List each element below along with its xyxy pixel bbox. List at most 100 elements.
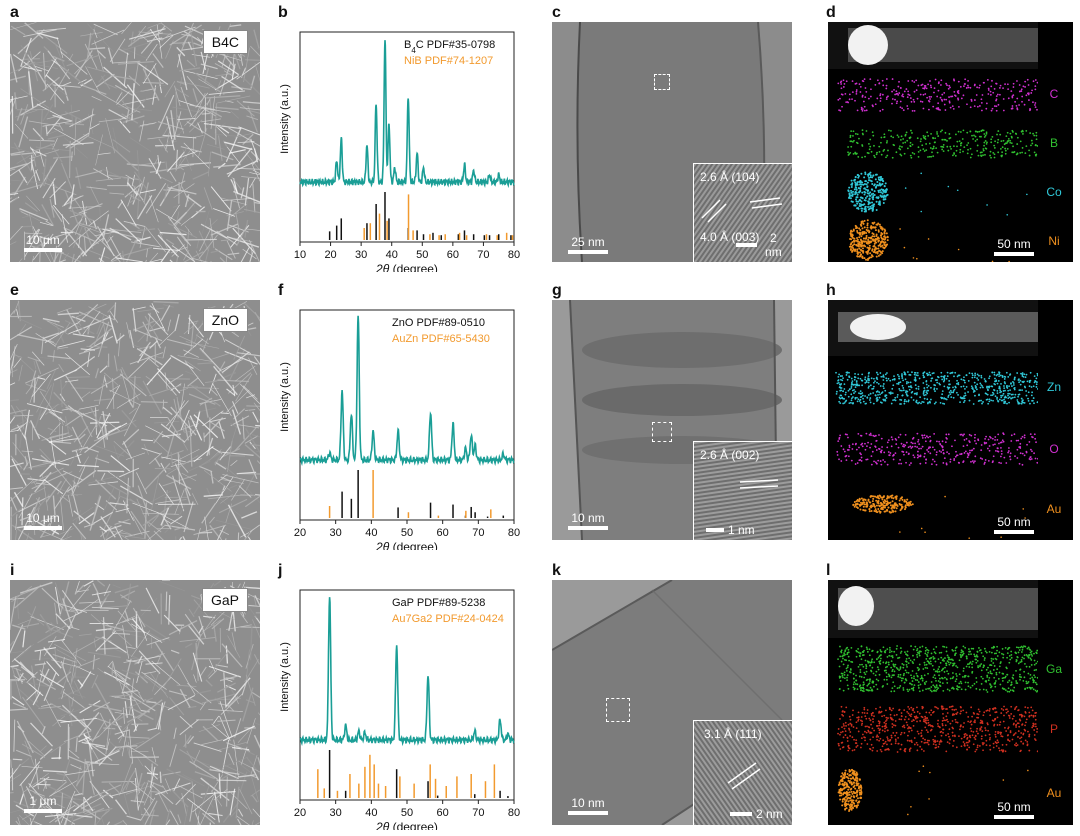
element-label-c: C [1049, 87, 1059, 101]
scale-bar: 50 nm [994, 237, 1034, 256]
x-axis-label: 2θ (degree) [375, 540, 438, 550]
x-tick-label: 50 [401, 527, 413, 539]
x-tick-label: 20 [294, 807, 306, 819]
x-tick-label: 60 [437, 807, 449, 819]
panel-label-g: g [552, 282, 562, 299]
scale-bar: 10 nm [568, 511, 608, 530]
panel-label-f: f [278, 282, 284, 299]
haadf-image [828, 22, 1038, 69]
sem-image-gap: GaP 1 μm [10, 580, 260, 825]
x-tick-label: 70 [472, 527, 484, 539]
element-map-ga [828, 640, 1038, 698]
d-spacing-label-1: 2.6 Å (002) [700, 448, 760, 462]
sem-image-b4c: B4C 10 μm [10, 22, 260, 262]
element-label-ni: Ni [1048, 234, 1060, 248]
x-tick-label: 70 [472, 807, 484, 819]
scale-bar: 25 nm [568, 235, 608, 254]
scale-bar-label: 10 μm [26, 511, 60, 525]
y-axis-label: Intensity (a.u.) [279, 84, 291, 154]
haadf-image [828, 580, 1038, 638]
x-axis-label: 2θ (degree) [375, 820, 438, 830]
x-tick-label: 20 [294, 527, 306, 539]
x-tick-label: 40 [386, 249, 398, 261]
scale-bar-label: 50 nm [997, 515, 1031, 529]
legend-entry-2: Au7Ga2 PDF#24-0424 [392, 613, 504, 625]
element-map-au [828, 760, 1038, 825]
scale-bar: 50 nm [994, 515, 1034, 534]
legend-entry-2: AuZn PDF#65-5430 [392, 333, 490, 345]
panel-label-e: e [10, 282, 19, 299]
panel-label-a: a [10, 4, 19, 21]
element-label-co: Co [1046, 185, 1062, 199]
panel-label-b: b [278, 4, 288, 21]
scale-bar-label: 25 nm [571, 235, 605, 249]
tem-image-g: 10 nm 2.6 Å (002) 1 nm [552, 300, 792, 540]
measured-xrd-pattern [299, 315, 515, 467]
inset-scale-bar: 2 nm [736, 231, 786, 259]
x-tick-label: 10 [294, 249, 306, 261]
element-label-au: Au [1046, 786, 1062, 800]
x-tick-label: 30 [330, 527, 342, 539]
panel-label-j: j [278, 562, 283, 579]
d-spacing-label-1: 3.1 Å (111) [704, 727, 762, 741]
x-axis-label: 2θ (degree) [375, 262, 438, 272]
eds-map-h: Zn O Au 50 nm [828, 300, 1073, 540]
region-marker [654, 74, 670, 90]
legend-entry-1: B4C PDF#35-0798 [404, 39, 495, 55]
d-spacing-label-1: 2.6 Å (104) [700, 170, 760, 184]
element-map-zn [828, 358, 1038, 417]
scale-bar-label: 10 μm [26, 233, 60, 247]
inset-scale-bar: 2 nm [730, 807, 786, 821]
x-tick-label: 50 [401, 807, 413, 819]
scale-bar-label: 50 nm [997, 800, 1031, 814]
scale-bar-label: 10 nm [571, 796, 605, 810]
xrd-chart-b: 10 20 30 40 50 60 70 80 2θ (degree) Intensity (a.… [279, 31, 520, 272]
x-tick-label: 40 [365, 807, 377, 819]
element-label-zn: Zn [1046, 380, 1061, 394]
material-tag: GaP [201, 588, 248, 612]
region-marker [606, 698, 630, 722]
eds-map-l: Ga P Au 50 nm [828, 580, 1073, 825]
element-map-p [828, 700, 1038, 758]
x-tick-label: 80 [508, 249, 520, 261]
x-tick-label: 60 [447, 249, 459, 261]
hrtem-inset: 3.1 Å (111) 2 nm [693, 720, 792, 825]
scale-bar-label: 1 μm [29, 794, 57, 808]
scale-bar: 50 nm [994, 800, 1034, 819]
material-tag: B4C [202, 30, 248, 54]
scale-bar: 10 μm [24, 511, 62, 530]
eds-map-d: C B Co Ni 50 nm [828, 22, 1073, 262]
y-axis-label: Intensity (a.u.) [279, 642, 291, 712]
panel-label-d: d [826, 4, 836, 21]
plot-frame [299, 31, 515, 243]
scale-bar-label: 50 nm [997, 237, 1031, 251]
element-map-b [828, 120, 1038, 167]
element-label-au: Au [1046, 502, 1062, 516]
x-tick-label: 30 [330, 807, 342, 819]
xrd-chart-j: 20 30 40 50 60 70 80 2θ (degree) Intensity (a.u.… [279, 589, 520, 830]
tem-image-c: 25 nm 2.6 Å (104) 4.0 Å (003) 2 nm [552, 22, 792, 262]
element-map-o [828, 419, 1038, 478]
panel-label-i: i [10, 562, 15, 579]
legend-entry-1: ZnO PDF#89-0510 [392, 317, 485, 329]
x-tick-label: 80 [508, 807, 520, 819]
x-tick-label: 80 [508, 527, 520, 539]
inset-scale-label: 2 nm [765, 231, 782, 259]
legend-entry-1: GaP PDF#89-5238 [392, 597, 485, 609]
element-label-o: O [1049, 442, 1059, 456]
x-tick-label: 70 [477, 249, 489, 261]
hrtem-inset: 2.6 Å (002) 1 nm [693, 441, 792, 540]
element-map-c [828, 71, 1038, 118]
element-label-p: P [1049, 722, 1058, 736]
tem-image-k: 10 nm 3.1 Å (111) 2 nm [552, 580, 792, 825]
material-tag: ZnO [202, 308, 248, 332]
inset-scale-label: 1 nm [728, 523, 755, 537]
region-marker [652, 422, 672, 442]
legend-entry-2: NiB PDF#74-1207 [404, 55, 493, 67]
inset-scale-bar: 1 nm [706, 523, 756, 537]
hrtem-inset: 2.6 Å (104) 4.0 Å (003) 2 nm [693, 163, 792, 262]
x-tick-label: 40 [365, 527, 377, 539]
measured-xrd-pattern [299, 40, 515, 189]
haadf-image [828, 300, 1038, 356]
x-tick-label: 60 [437, 527, 449, 539]
